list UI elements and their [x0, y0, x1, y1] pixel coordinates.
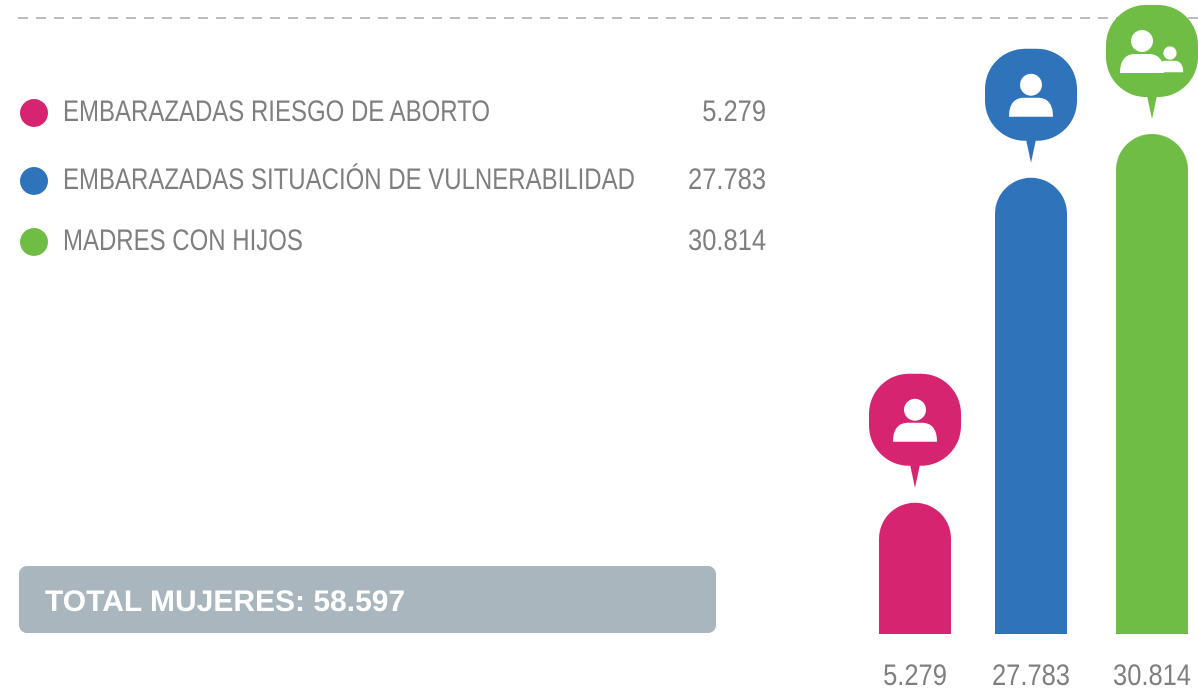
- icon-body: [1120, 54, 1164, 73]
- pin-tip: [909, 459, 921, 488]
- total-text: TOTAL MUJERES: 58.597: [45, 585, 405, 618]
- icon-head: [904, 398, 926, 421]
- bar-value-label: 27.783: [992, 658, 1070, 691]
- icon-body: [893, 422, 937, 442]
- pin-tip: [1146, 91, 1158, 119]
- legend-value: 5.279: [702, 94, 766, 127]
- legend-label: EMBARAZADAS SITUACIÓN DE VULNERABILIDAD: [63, 161, 635, 195]
- bar: [1116, 134, 1188, 634]
- bar: [879, 502, 951, 634]
- icon-body: [1009, 97, 1053, 117]
- legend-value: 30.814: [688, 223, 766, 256]
- pin: [985, 48, 1077, 163]
- icon-head: [1163, 46, 1177, 60]
- legend-dot: [20, 99, 48, 127]
- legend-label: EMBARAZADAS RIESGO DE ABORTO: [63, 93, 490, 127]
- legend-dot: [20, 228, 48, 256]
- legend-label: MADRES CON HIJOS: [63, 222, 303, 256]
- pin: [869, 373, 961, 488]
- bar-value-label: 5.279: [883, 658, 947, 691]
- legend-value: 27.783: [688, 162, 766, 195]
- bar-value-label: 30.814: [1113, 658, 1191, 691]
- total-box: [19, 566, 716, 633]
- icon-head: [1131, 30, 1153, 52]
- pin: [1106, 5, 1198, 119]
- icon-body: [1156, 60, 1184, 73]
- pin-tip: [1025, 134, 1037, 163]
- icon-head: [1020, 73, 1042, 96]
- bar: [995, 177, 1067, 634]
- legend-dot: [20, 167, 48, 195]
- pin-head: [1106, 5, 1198, 97]
